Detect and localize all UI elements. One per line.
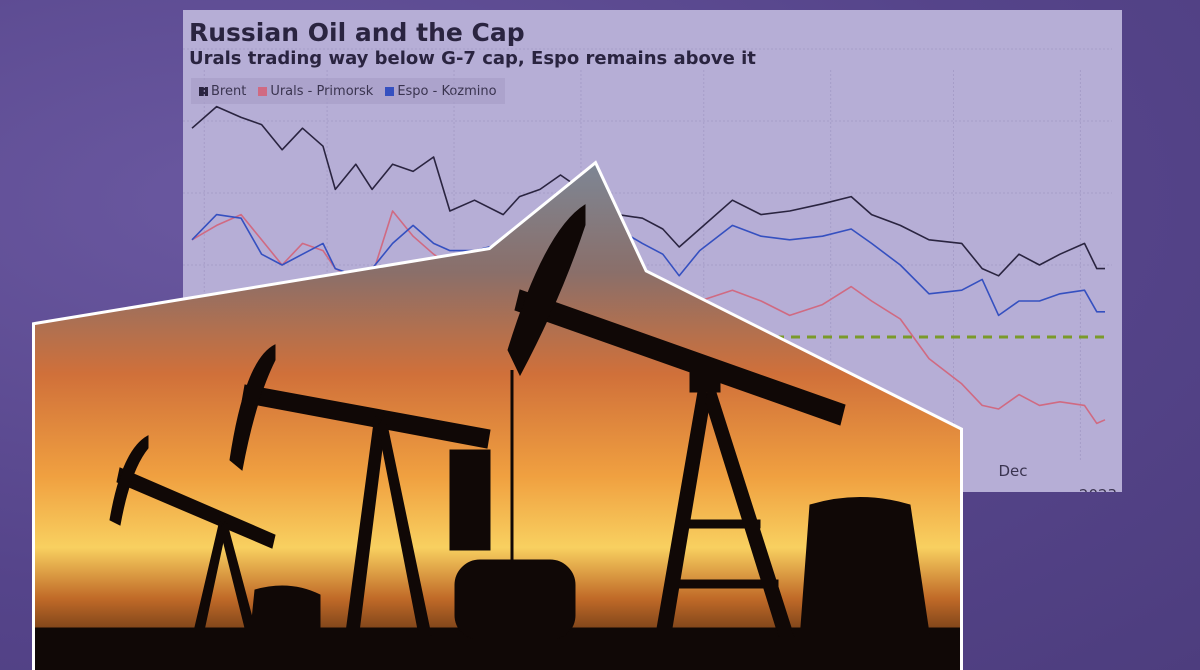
chart-subtitle: Urals trading way below G-7 cap, Espo re…: [189, 48, 756, 69]
legend-swatch: [258, 86, 268, 96]
series-line-espo-kozmino: [191, 213, 1105, 317]
x-tick-label: 2023: [1079, 486, 1117, 504]
pumpjack-silhouettes: [35, 204, 960, 670]
legend-item-brent: Brent: [199, 84, 246, 99]
series-line-brent: [191, 105, 1105, 277]
legend-label: Urals - Primorsk: [270, 83, 374, 99]
legend: Brent Urals - Primorsk Espo - Kozmino: [191, 78, 505, 104]
legend-item-espo: Espo - Kozmino: [385, 83, 497, 99]
legend-label: Espo - Kozmino: [397, 83, 497, 99]
x-tick-label: Dec: [998, 462, 1027, 480]
legend-item-urals: Urals - Primorsk: [258, 84, 373, 99]
legend-label: Brent: [211, 83, 247, 99]
legend-swatch: [385, 86, 395, 96]
legend-swatch: [199, 86, 208, 96]
chart-title: Russian Oil and the Cap: [189, 18, 525, 47]
